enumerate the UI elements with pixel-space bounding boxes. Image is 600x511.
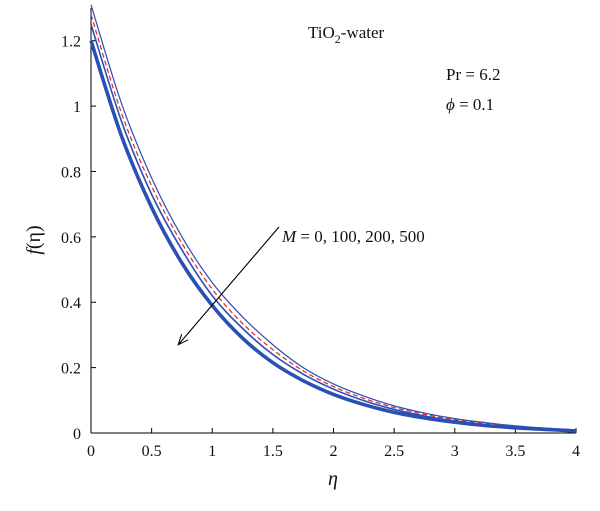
fluid-label: TiO2-water — [308, 23, 385, 46]
x-tick-label: 2 — [330, 443, 338, 460]
y-tick-label: 1.2 — [61, 34, 81, 51]
y-tick-label: 1 — [73, 99, 81, 116]
y-tick-label: 0.8 — [61, 164, 81, 181]
y-tick-label: 0 — [73, 426, 81, 443]
x-tick-label: 4 — [572, 443, 580, 460]
x-tick-label: 0.5 — [142, 443, 162, 460]
m-values: = 0, 100, 200, 500 — [296, 227, 425, 246]
y-axis-title-main: f — [23, 247, 45, 255]
series-layer — [89, 4, 577, 433]
arrow-shaft — [177, 226, 280, 346]
phi-value: = 0.1 — [455, 95, 494, 114]
x-tick-label: 1 — [208, 443, 216, 460]
y-tick-label: 0.4 — [61, 295, 81, 312]
m-arrow — [177, 226, 280, 346]
x-tick-label: 0 — [87, 443, 95, 460]
series-line-2 — [90, 14, 577, 431]
y-tick-label: 0.6 — [61, 230, 81, 247]
x-tick-label: 3.5 — [505, 443, 525, 460]
fluid-label-rest: -water — [341, 23, 385, 42]
fluid-label-subscript: 2 — [335, 32, 341, 46]
x-axis-title: η — [328, 468, 338, 490]
fluid-label-main: TiO — [308, 23, 335, 42]
phi-label: ϕ = 0.1 — [446, 95, 494, 114]
pr-label: Pr = 6.2 — [446, 65, 500, 84]
m-label: M = 0, 100, 200, 500 — [281, 227, 425, 246]
annotation-layer: TiO2-water Pr = 6.2 ϕ = 0.1 M = 0, 100, … — [177, 23, 500, 346]
x-tick-label: 3 — [451, 443, 459, 460]
m-symbol: M — [281, 227, 297, 246]
phi-symbol: ϕ — [446, 95, 455, 114]
y-axis-title: f(η) — [23, 225, 45, 254]
y-tick-label: 0.2 — [61, 361, 81, 378]
x-tick-label: 2.5 — [384, 443, 404, 460]
series-line-1 — [90, 4, 577, 431]
arrow-head — [177, 334, 189, 346]
x-tick-label: 1.5 — [263, 443, 283, 460]
y-axis-title-arg: (η) — [23, 225, 45, 249]
plot-axes: 0 0.5 1 1.5 2 2.5 3 3.5 4 0 0.2 0.4 0.6 0.8 1 1.2 — [61, 8, 580, 460]
series-line-4 — [89, 40, 577, 433]
